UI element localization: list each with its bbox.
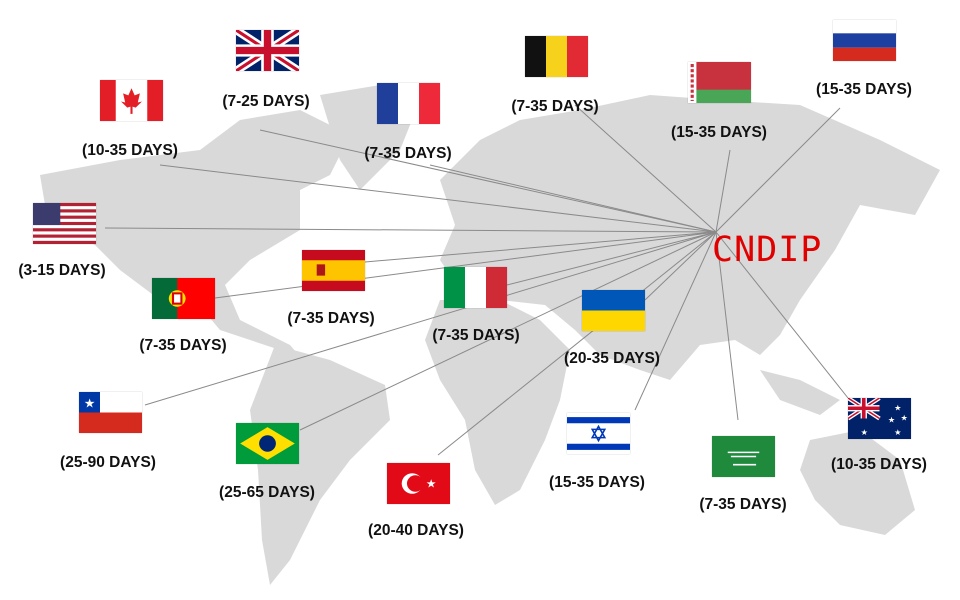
route-line (715, 231, 739, 421)
route-line (644, 231, 717, 301)
australia-flag-icon: ★ ★ ★ ★ ★ (848, 398, 911, 439)
canada-flag-icon (100, 80, 163, 121)
route-line (715, 107, 841, 233)
delivery-time-label: (7-35 DAYS) (139, 337, 227, 354)
delivery-time-label: (15-35 DAYS) (549, 474, 645, 491)
south-america (250, 345, 390, 585)
route-line (104, 227, 717, 233)
route-line (299, 231, 717, 431)
delivery-time-label: (7-35 DAYS) (432, 327, 520, 344)
chile-flag-icon: ★ (79, 392, 142, 433)
svg-text:★: ★ (894, 427, 902, 437)
svg-text:★: ★ (426, 479, 436, 491)
saudi-flag-icon (712, 436, 775, 477)
turkey-flag-icon: ★ (387, 463, 450, 504)
svg-text:★: ★ (861, 427, 869, 437)
svg-text:★: ★ (888, 415, 896, 425)
france-flag-icon (377, 83, 440, 124)
svg-text:★: ★ (894, 402, 902, 412)
delivery-time-label: (7-35 DAYS) (511, 98, 599, 115)
delivery-time-label: (7-25 DAYS) (222, 93, 310, 110)
brazil-flag-icon (236, 423, 299, 464)
portugal-flag-icon (152, 278, 215, 319)
continents (40, 85, 940, 585)
route-line (634, 231, 717, 411)
delivery-time-label: (25-90 DAYS) (60, 454, 156, 471)
delivery-time-label: (25-65 DAYS) (219, 484, 315, 501)
route-line (715, 231, 849, 399)
route-line (214, 231, 717, 299)
israel-flag-icon (567, 413, 630, 454)
belarus-flag-icon (688, 62, 751, 103)
delivery-time-label: (10-35 DAYS) (831, 456, 927, 473)
belgium-flag-icon (525, 36, 588, 77)
route-line (715, 149, 731, 233)
route-line (259, 129, 717, 233)
southeast-asia (760, 370, 840, 415)
route-line (364, 231, 717, 263)
italy-flag-icon (444, 267, 507, 308)
brand-hub-label: CNDIP (712, 230, 823, 270)
delivery-time-label: (7-35 DAYS) (287, 310, 375, 327)
delivery-time-label: (10-35 DAYS) (82, 142, 178, 159)
usa-flag-icon (33, 203, 96, 244)
route-line (144, 231, 717, 406)
ukraine-flag-icon (582, 290, 645, 331)
route-line (506, 231, 717, 286)
delivery-time-label: (15-35 DAYS) (816, 81, 912, 98)
delivery-time-label: (15-35 DAYS) (671, 124, 767, 141)
north-america (40, 110, 350, 380)
spain-flag-icon (302, 250, 365, 291)
route-line (574, 104, 717, 233)
uk-flag-icon (236, 30, 299, 71)
russia-flag-icon (833, 20, 896, 61)
australia (800, 430, 915, 535)
delivery-time-label: (7-35 DAYS) (699, 496, 787, 513)
route-lines (104, 104, 849, 456)
delivery-time-label: (20-35 DAYS) (564, 350, 660, 367)
route-line (159, 164, 717, 233)
svg-text:★: ★ (84, 397, 95, 411)
delivery-time-label: (3-15 DAYS) (18, 262, 106, 279)
svg-text:★: ★ (901, 413, 909, 423)
africa (425, 300, 570, 505)
route-line (429, 164, 717, 233)
eurasia (440, 95, 940, 380)
route-line (437, 231, 717, 456)
delivery-time-label: (20-40 DAYS) (368, 522, 464, 539)
delivery-time-label: (7-35 DAYS) (364, 145, 452, 162)
